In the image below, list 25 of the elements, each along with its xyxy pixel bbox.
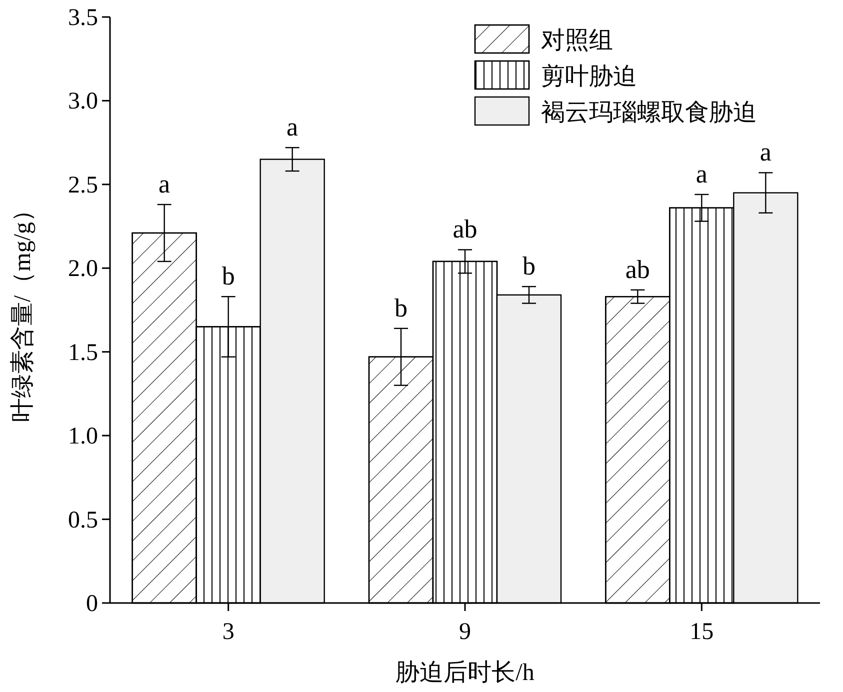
y-tick-label: 3.0 [68, 88, 98, 115]
x-tick-label: 9 [459, 619, 471, 645]
annotation: a [760, 138, 772, 167]
annotation: b [222, 262, 235, 291]
x-tick-label: 15 [690, 619, 714, 645]
y-axis-title: 叶绿素含量/（mg/g） [10, 198, 36, 422]
annotation: ab [452, 214, 478, 244]
legend-label: 对照组 [541, 28, 613, 54]
y-tick-label: 1.0 [68, 424, 98, 450]
annotation: b [522, 252, 536, 281]
legend-label: 剪叶胁迫 [541, 63, 637, 90]
annotation: a [696, 159, 708, 188]
annotation: ab [625, 254, 650, 284]
y-tick-label: 0 [86, 591, 98, 617]
y-tick-label: 1.5 [68, 340, 98, 366]
y-tick-label: 3.5 [68, 5, 98, 31]
annotation: b [394, 293, 408, 322]
x-axis-title: 胁迫后时长/h [396, 660, 534, 686]
legend-label: 褐云玛瑙螺取食胁迫 [541, 100, 757, 126]
annotation: a [158, 170, 171, 199]
annotation: a [286, 112, 299, 142]
y-tick-label: 0.5 [68, 507, 98, 534]
y-tick-label: 2.5 [68, 172, 98, 198]
y-tick-label: 2.0 [68, 256, 98, 282]
x-tick-label: 3 [222, 619, 234, 645]
